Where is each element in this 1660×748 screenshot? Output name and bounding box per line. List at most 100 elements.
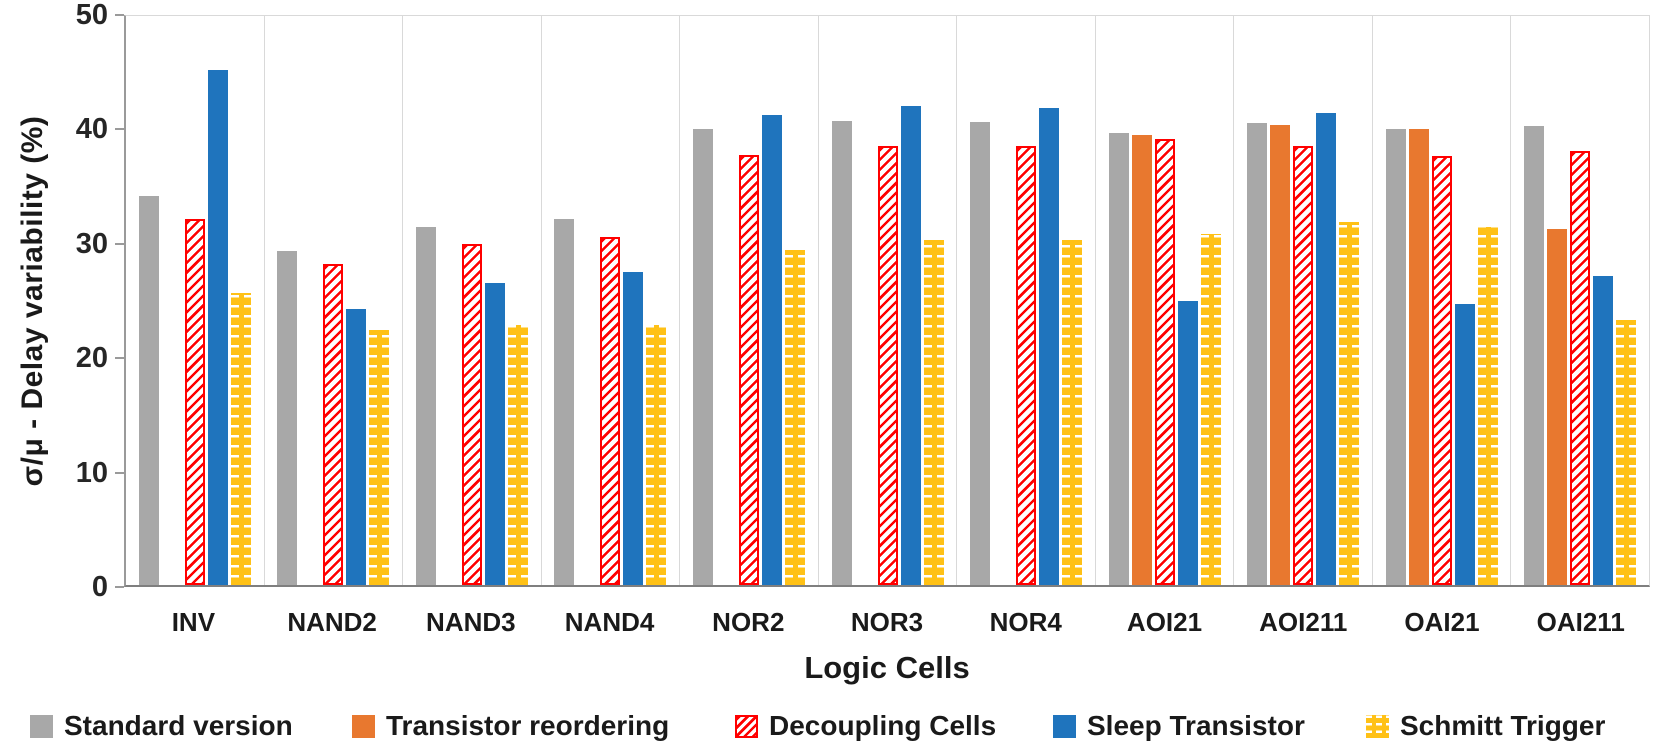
- bar-decoupling-cells-nand4: [600, 237, 621, 585]
- legend-swatch-icon: [30, 714, 53, 738]
- bar-standard-version-inv: [138, 196, 159, 585]
- bar-schmitt-trigger-nand3: [507, 325, 528, 585]
- bar-schmitt-trigger-nand4: [646, 325, 667, 585]
- bar-sleep-transistor-nor4: [1039, 107, 1060, 585]
- category-group-aoi211: [1234, 16, 1373, 585]
- bar-decoupling-cells-nand2: [323, 263, 344, 585]
- x-category-label-nand2: NAND2: [287, 607, 377, 637]
- category-group-nor3: [819, 16, 958, 585]
- category-group-inv: [126, 16, 265, 585]
- legend-swatch-icon: [352, 714, 375, 738]
- y-tick-label: 50: [75, 0, 108, 31]
- bar-sleep-transistor-nor3: [900, 105, 921, 585]
- category-group-oai21: [1373, 16, 1512, 585]
- bar-standard-version-nor2: [692, 128, 713, 585]
- bar-schmitt-trigger-nor3: [923, 239, 944, 585]
- x-category-label-oai211: OAI211: [1536, 607, 1625, 637]
- bar-decoupling-cells-oai211: [1570, 151, 1591, 585]
- x-category-label-nor3: NOR3: [850, 607, 924, 637]
- legend-label: Schmitt Trigger: [1400, 710, 1606, 741]
- bar-schmitt-trigger-nand2: [369, 329, 390, 585]
- bar-sleep-transistor-nand3: [484, 282, 505, 585]
- category-group-nand3: [403, 16, 542, 585]
- legend-item-transistor-reordering: Transistor reordering: [352, 710, 669, 742]
- legend-swatch-icon: [1053, 714, 1076, 738]
- legend-item-schmitt-trigger: Schmitt Trigger: [1366, 710, 1605, 742]
- legend-swatch-icon: [735, 714, 758, 738]
- bar-standard-version-aoi21: [1108, 133, 1129, 585]
- bar-schmitt-trigger-inv: [230, 293, 251, 585]
- bar-decoupling-cells-nor2: [738, 154, 759, 585]
- legend-label: Transistor reordering: [386, 710, 670, 741]
- bar-schmitt-trigger-aoi21: [1200, 233, 1221, 585]
- bar-standard-version-oai211: [1524, 126, 1545, 585]
- bar-transistor-reordering-aoi21: [1131, 135, 1152, 585]
- category-group-nand2: [265, 16, 404, 585]
- bar-sleep-transistor-inv: [207, 70, 228, 585]
- category-group-nor2: [680, 16, 819, 585]
- bar-standard-version-nor4: [970, 121, 991, 585]
- bar-sleep-transistor-aoi211: [1316, 112, 1337, 585]
- x-category-label-aoi211: AOI211: [1259, 607, 1348, 637]
- bar-standard-version-oai21: [1385, 128, 1406, 585]
- y-tick-mark: [115, 471, 124, 474]
- bar-sleep-transistor-oai21: [1454, 303, 1475, 585]
- bar-sleep-transistor-nand4: [623, 271, 644, 585]
- y-tick-mark: [115, 242, 124, 245]
- bar-standard-version-nand2: [277, 250, 298, 585]
- bar-schmitt-trigger-nor2: [784, 249, 805, 585]
- x-axis-category-labels: INV NAND2 NAND3 NAND4 NOR2 NOR3 NOR4 AOI21 AOI21…: [124, 604, 1650, 640]
- x-category-label-aoi21: AOI21: [1126, 607, 1203, 637]
- bar-sleep-transistor-nor2: [761, 114, 782, 585]
- y-tick-label: 0: [91, 571, 108, 603]
- bar-decoupling-cells-aoi21: [1154, 138, 1175, 585]
- bar-decoupling-cells-nand3: [461, 244, 482, 585]
- x-category-label-nor4: NOR4: [989, 607, 1062, 637]
- bar-decoupling-cells-nor4: [1016, 145, 1037, 585]
- y-tick-label: 40: [75, 113, 108, 146]
- bar-standard-version-nand4: [554, 218, 575, 585]
- x-category-label-inv: INV: [171, 607, 216, 637]
- category-group-nand4: [542, 16, 681, 585]
- bar-standard-version-nor3: [831, 120, 852, 585]
- legend-swatch-icon: [1366, 714, 1389, 738]
- y-tick-mark: [115, 586, 124, 588]
- bar-sleep-transistor-aoi21: [1177, 301, 1198, 585]
- y-tick-mark: [115, 357, 124, 360]
- y-axis-title: σ/μ - Delay variability (%): [16, 115, 49, 487]
- y-tick-label: 10: [75, 456, 108, 489]
- legend-label: Decoupling Cells: [769, 710, 997, 741]
- legend-item-decoupling-cells: Decoupling Cells: [735, 710, 996, 742]
- category-group-aoi21: [1096, 16, 1235, 585]
- x-category-label-nor2: NOR2: [712, 607, 785, 637]
- y-tick-mark: [115, 14, 124, 16]
- bar-schmitt-trigger-oai21: [1477, 226, 1498, 585]
- legend-item-standard-version: Standard version: [30, 710, 293, 742]
- bar-schmitt-trigger-nor4: [1062, 239, 1083, 585]
- bar-schmitt-trigger-aoi211: [1339, 222, 1360, 585]
- x-axis-title: Logic Cells: [804, 650, 970, 685]
- bar-standard-version-aoi211: [1247, 122, 1268, 585]
- category-group-nor4: [957, 16, 1096, 585]
- bar-schmitt-trigger-oai211: [1616, 319, 1637, 585]
- y-tick-mark: [115, 128, 124, 131]
- x-category-label-nand4: NAND4: [564, 607, 655, 637]
- legend-label: Standard version: [64, 710, 293, 741]
- bar-decoupling-cells-aoi211: [1293, 145, 1314, 585]
- bar-sleep-transistor-oai211: [1593, 276, 1614, 585]
- bar-sleep-transistor-nand2: [346, 309, 367, 585]
- bar-standard-version-nand3: [415, 226, 436, 585]
- y-tick-label: 30: [75, 227, 108, 260]
- bar-decoupling-cells-nor3: [877, 145, 898, 585]
- x-category-label-nand3: NAND3: [426, 607, 516, 637]
- bar-decoupling-cells-oai21: [1431, 156, 1452, 585]
- bar-transistor-reordering-oai21: [1408, 128, 1429, 585]
- legend-label: Sleep Transistor: [1087, 710, 1305, 741]
- plot-area: [124, 15, 1650, 587]
- bar-transistor-reordering-oai211: [1547, 229, 1568, 585]
- x-category-label-oai21: OAI21: [1404, 607, 1480, 637]
- category-group-oai211: [1511, 16, 1649, 585]
- legend-item-sleep-transistor: Sleep Transistor: [1053, 710, 1305, 742]
- bar-transistor-reordering-aoi211: [1270, 125, 1291, 585]
